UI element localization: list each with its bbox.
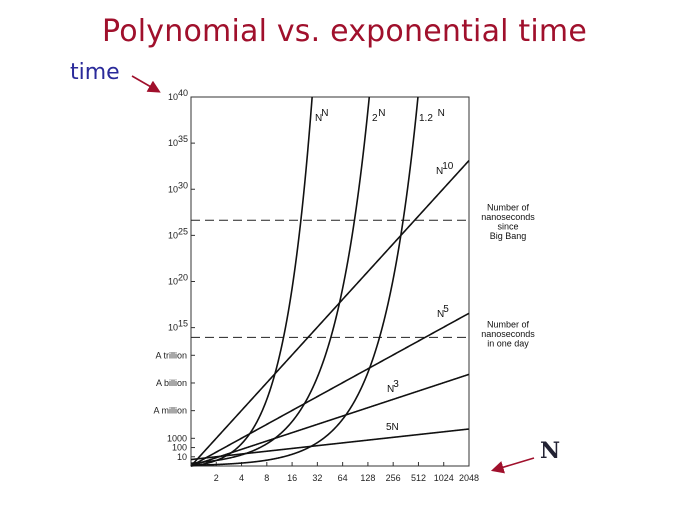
series-curve bbox=[190, 96, 419, 467]
y-tick-label: 10 bbox=[168, 230, 178, 240]
series-label: N bbox=[387, 384, 394, 395]
reference-line-label: Number of bbox=[487, 319, 530, 329]
y-tick-exponent: 20 bbox=[178, 273, 188, 283]
y-tick-exponent: 30 bbox=[178, 180, 188, 190]
x-tick-label: 512 bbox=[411, 473, 426, 483]
series-curve bbox=[190, 373, 470, 467]
series-curve bbox=[190, 96, 313, 467]
x-tick-label: 128 bbox=[360, 473, 375, 483]
y-tick-label: A billion bbox=[156, 378, 187, 388]
x-tick-label: 8 bbox=[264, 473, 269, 483]
y-tick-exponent: 40 bbox=[178, 88, 188, 98]
y-tick-label: 1000 bbox=[167, 433, 187, 443]
n-callout-arrow bbox=[490, 457, 535, 474]
series-label: N bbox=[436, 166, 443, 177]
y-tick-label: 10 bbox=[168, 277, 178, 287]
y-tick-label: 100 bbox=[172, 443, 187, 453]
x-tick-label: 16 bbox=[287, 473, 297, 483]
slide-title: Polynomial vs. exponential time bbox=[102, 14, 587, 49]
x-tick-label: 256 bbox=[386, 473, 401, 483]
y-axis-callout: time bbox=[70, 60, 120, 85]
series-curve bbox=[190, 312, 470, 467]
y-tick-exponent: 25 bbox=[178, 226, 188, 236]
series-label-exponent: 3 bbox=[393, 379, 399, 390]
x-tick-label: 2048 bbox=[459, 473, 479, 483]
series-label: 5N bbox=[386, 422, 399, 433]
series-curves bbox=[190, 96, 470, 467]
series-label: 1.2 bbox=[419, 113, 433, 124]
series-label-exponent: N bbox=[321, 108, 328, 119]
reference-line-label: Big Bang bbox=[490, 231, 527, 241]
y-tick-exponent: 15 bbox=[178, 319, 188, 329]
reference-line-label: nanoseconds bbox=[481, 212, 535, 222]
y-tick-label: 10 bbox=[168, 92, 178, 102]
series-label-exponent: N bbox=[378, 108, 385, 119]
x-tick-label: 32 bbox=[312, 473, 322, 483]
time-callout-arrow bbox=[131, 75, 161, 93]
series-label: 2 bbox=[372, 113, 378, 124]
series-curve bbox=[190, 159, 470, 467]
series-label: N bbox=[437, 309, 444, 320]
y-tick-label: 10 bbox=[168, 184, 178, 194]
y-tick-label: A million bbox=[153, 406, 187, 416]
x-tick-label: 64 bbox=[338, 473, 348, 483]
y-tick-exponent: 35 bbox=[178, 134, 188, 144]
plot-frame bbox=[190, 96, 470, 467]
series-label-exponent: 10 bbox=[442, 161, 454, 172]
y-tick-label: 10 bbox=[168, 138, 178, 148]
x-axis: 2 4 8 16 32 64 128 256 512 1024 2048 bbox=[214, 462, 479, 483]
y-tick-label: A trillion bbox=[155, 350, 187, 360]
series-label-exponent: N bbox=[438, 108, 445, 119]
reference-line-label: Number of bbox=[487, 202, 530, 212]
reference-line-label: in one day bbox=[487, 338, 529, 348]
x-tick-label: 2 bbox=[214, 473, 219, 483]
x-tick-label: 4 bbox=[239, 473, 244, 483]
x-axis-callout: N bbox=[540, 438, 561, 464]
series-label: N bbox=[315, 113, 322, 124]
series-label-exponent: 5 bbox=[443, 304, 449, 315]
y-tick-label: 10 bbox=[168, 323, 178, 333]
x-tick-label: 1024 bbox=[434, 473, 454, 483]
y-tick-label: 10 bbox=[177, 452, 187, 462]
series-curve bbox=[190, 428, 470, 461]
reference-line-label: nanoseconds bbox=[481, 329, 535, 339]
reference-line-label: since bbox=[497, 221, 518, 231]
series-curve bbox=[190, 96, 371, 465]
